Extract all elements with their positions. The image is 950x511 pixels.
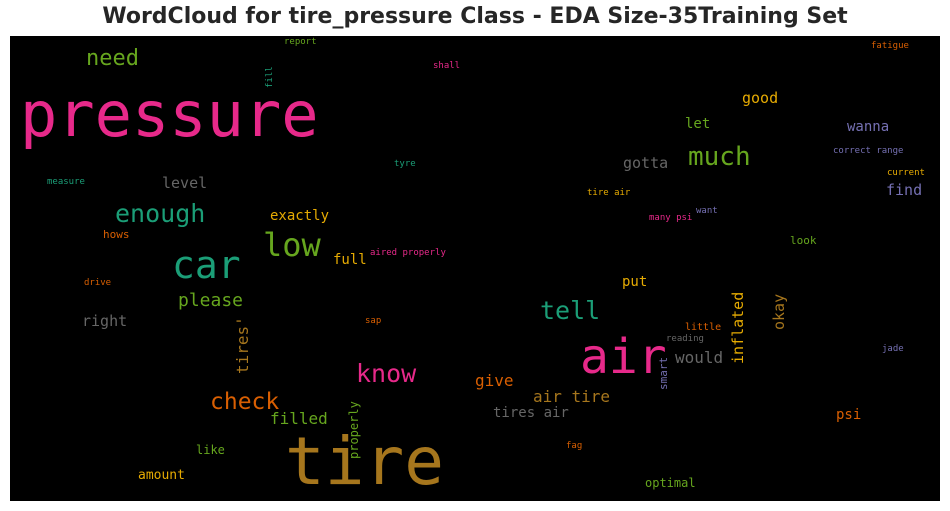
cloud-word: sap [365,316,382,326]
cloud-word: check [210,389,280,415]
cloud-word: report [284,37,317,47]
cloud-word: gotta [623,154,669,172]
cloud-word: exactly [270,208,330,224]
cloud-word: look [790,234,817,247]
cloud-word: air tire [533,387,611,406]
cloud-word: psi [836,407,862,423]
cloud-word: tires air [493,405,569,421]
cloud-word: tire [285,423,444,500]
cloud-word: level [162,174,208,192]
cloud-word: properly [347,401,361,459]
cloud-word: fag [566,441,583,451]
cloud-word: please [178,290,244,311]
cloud-word: would [675,348,724,367]
cloud-word: tire air [587,188,631,198]
cloud-word: need [86,46,139,71]
cloud-word: like [196,443,225,457]
cloud-word: current [887,168,925,178]
cloud-word: reading [666,334,704,344]
cloud-word: optimal [645,476,696,490]
cloud-word: aired properly [370,248,446,258]
cloud-word: tell [540,296,601,325]
cloud-word: okay [770,293,788,330]
cloud-word: car [172,243,241,287]
cloud-word: full [333,252,367,268]
cloud-word: wanna [847,119,890,135]
cloud-word: tyre [394,159,416,169]
cloud-word: smart [657,356,670,390]
cloud-word: inflated [729,291,747,364]
cloud-word: tires' [233,316,252,374]
cloud-word: low [263,226,321,264]
cloud-word: measure [47,177,85,187]
cloud-word: enough [115,199,206,228]
cloud-word: let [685,116,711,132]
cloud-word: jade [882,344,904,354]
cloud-word: pressure [20,78,319,151]
cloud-word: give [475,371,514,390]
cloud-word: correct range [833,146,904,156]
cloud-word: drive [84,278,112,288]
cloud-word: know [356,359,417,388]
word-cloud-canvas: pressure tire air car low much enough tell know c… [10,36,940,501]
cloud-word: fill [265,66,275,88]
cloud-word: shall [433,61,461,71]
cloud-word: find [886,181,923,199]
cloud-word: right [82,312,128,330]
cloud-word: want [696,206,718,216]
cloud-word: good [742,89,779,107]
cloud-word: fatigue [871,41,909,51]
cloud-word: filled [270,409,328,428]
chart-title: WordCloud for tire_pressure Class - EDA … [102,4,848,29]
cloud-word: much [688,142,751,172]
cloud-word: put [622,274,648,290]
cloud-word: little [685,322,722,333]
cloud-word: amount [138,468,185,483]
cloud-word: hows [103,228,130,241]
cloud-word: many psi [649,213,693,223]
cloud-word: air [580,329,667,385]
